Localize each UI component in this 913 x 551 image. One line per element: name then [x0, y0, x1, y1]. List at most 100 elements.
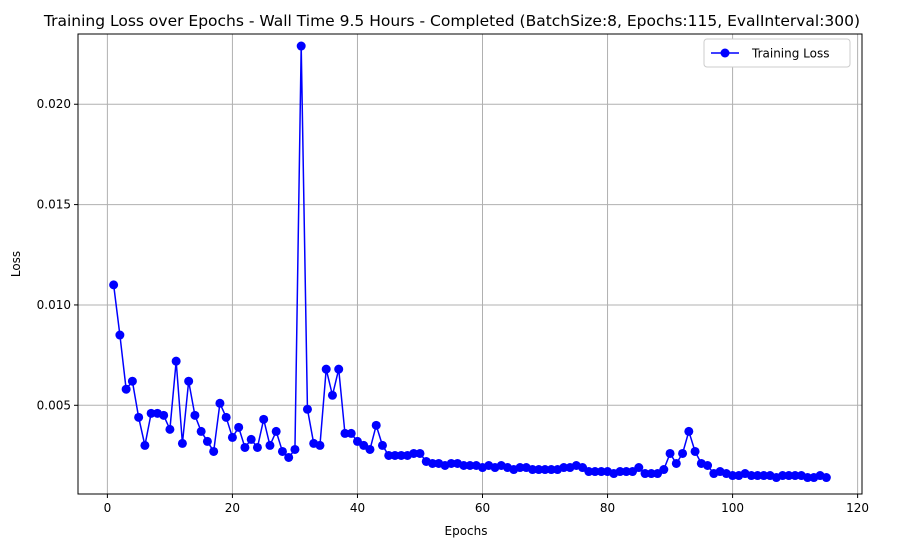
- data-point: [446, 458, 456, 468]
- data-point: [209, 446, 219, 456]
- x-tick-label: 20: [225, 501, 240, 515]
- data-point: [515, 463, 525, 473]
- data-point: [746, 471, 756, 481]
- x-tick-label: 120: [846, 501, 869, 515]
- data-point: [121, 384, 131, 394]
- data-point: [659, 465, 669, 475]
- data-point: [640, 469, 650, 479]
- data-point: [559, 463, 569, 473]
- data-point: [159, 410, 169, 420]
- x-tick-label: 0: [104, 501, 112, 515]
- data-point: [227, 432, 237, 442]
- data-point: [728, 471, 738, 481]
- data-point: [340, 428, 350, 438]
- data-point: [703, 461, 713, 471]
- x-axis: 0 20 40 60 80 100 120: [104, 494, 869, 515]
- data-point: [778, 471, 788, 481]
- data-point: [590, 467, 600, 477]
- data-point: [596, 467, 606, 477]
- data-point: [534, 465, 544, 475]
- data-point: [584, 467, 594, 477]
- grid: [78, 34, 862, 494]
- data-point: [277, 446, 287, 456]
- data-point: [409, 448, 419, 458]
- data-point: [127, 376, 137, 386]
- data-point: [240, 442, 250, 452]
- data-point: [646, 469, 656, 479]
- legend: Training Loss: [703, 38, 851, 68]
- y-tick-label: 0.015: [37, 198, 71, 212]
- y-tick-label: 0.020: [37, 97, 71, 111]
- data-point: [415, 448, 425, 458]
- data-point: [234, 422, 244, 432]
- data-point: [271, 426, 281, 436]
- data-point: [759, 471, 769, 481]
- x-tick-label: 100: [721, 501, 744, 515]
- x-axis-label: Epochs: [445, 524, 488, 538]
- x-tick-label: 80: [600, 501, 615, 515]
- data-point: [390, 450, 400, 460]
- data-point: [327, 390, 337, 400]
- data-point: [634, 463, 644, 473]
- y-tick-label: 0.005: [37, 398, 71, 412]
- data-point: [252, 442, 262, 452]
- data-point: [459, 461, 469, 471]
- data-point: [290, 444, 300, 454]
- chart-title: Training Loss over Epochs - Wall Time 9.…: [43, 12, 860, 30]
- data-point: [196, 426, 206, 436]
- data-point: [346, 428, 356, 438]
- data-point: [221, 412, 231, 422]
- data-point: [396, 450, 406, 460]
- data-point: [803, 473, 813, 483]
- data-point: [315, 440, 325, 450]
- series-layer: [109, 41, 831, 483]
- y-axis-label: Loss: [9, 251, 23, 277]
- data-point: [465, 461, 475, 471]
- data-point: [690, 446, 700, 456]
- data-point: [784, 471, 794, 481]
- data-point: [615, 467, 625, 477]
- y-axis: 0.005 0.010 0.015 0.020: [37, 97, 78, 412]
- data-point: [334, 364, 344, 374]
- data-point: [284, 452, 294, 462]
- data-point: [684, 426, 694, 436]
- data-point: [678, 448, 688, 458]
- data-point: [371, 420, 381, 430]
- plot-frame: [77, 33, 863, 495]
- data-point: [377, 440, 387, 450]
- data-point: [321, 364, 331, 374]
- data-point: [821, 473, 831, 483]
- data-point: [146, 408, 156, 418]
- data-point: [665, 448, 675, 458]
- legend-marker-swatch: [720, 48, 730, 58]
- data-point: [109, 280, 119, 290]
- data-point: [790, 471, 800, 481]
- data-point: [753, 471, 763, 481]
- x-tick-label: 60: [475, 501, 490, 515]
- data-point: [384, 450, 394, 460]
- data-point: [171, 356, 181, 366]
- legend-box: [703, 38, 851, 68]
- data-point: [302, 404, 312, 414]
- data-point: [540, 465, 550, 475]
- data-point: [546, 465, 556, 475]
- data-point: [259, 414, 269, 424]
- data-point: [177, 438, 187, 448]
- data-point: [202, 436, 212, 446]
- data-point: [215, 398, 225, 408]
- data-point: [265, 440, 275, 450]
- data-point: [296, 41, 306, 51]
- data-point: [528, 465, 538, 475]
- data-point: [165, 424, 175, 434]
- y-tick-label: 0.010: [37, 298, 71, 312]
- legend-label: Training Loss: [751, 47, 829, 61]
- data-point: [365, 444, 375, 454]
- data-point: [671, 458, 681, 468]
- data-point: [184, 376, 194, 386]
- x-tick-label: 40: [350, 501, 365, 515]
- data-point: [427, 458, 437, 468]
- data-point: [140, 440, 150, 450]
- data-point: [190, 410, 200, 420]
